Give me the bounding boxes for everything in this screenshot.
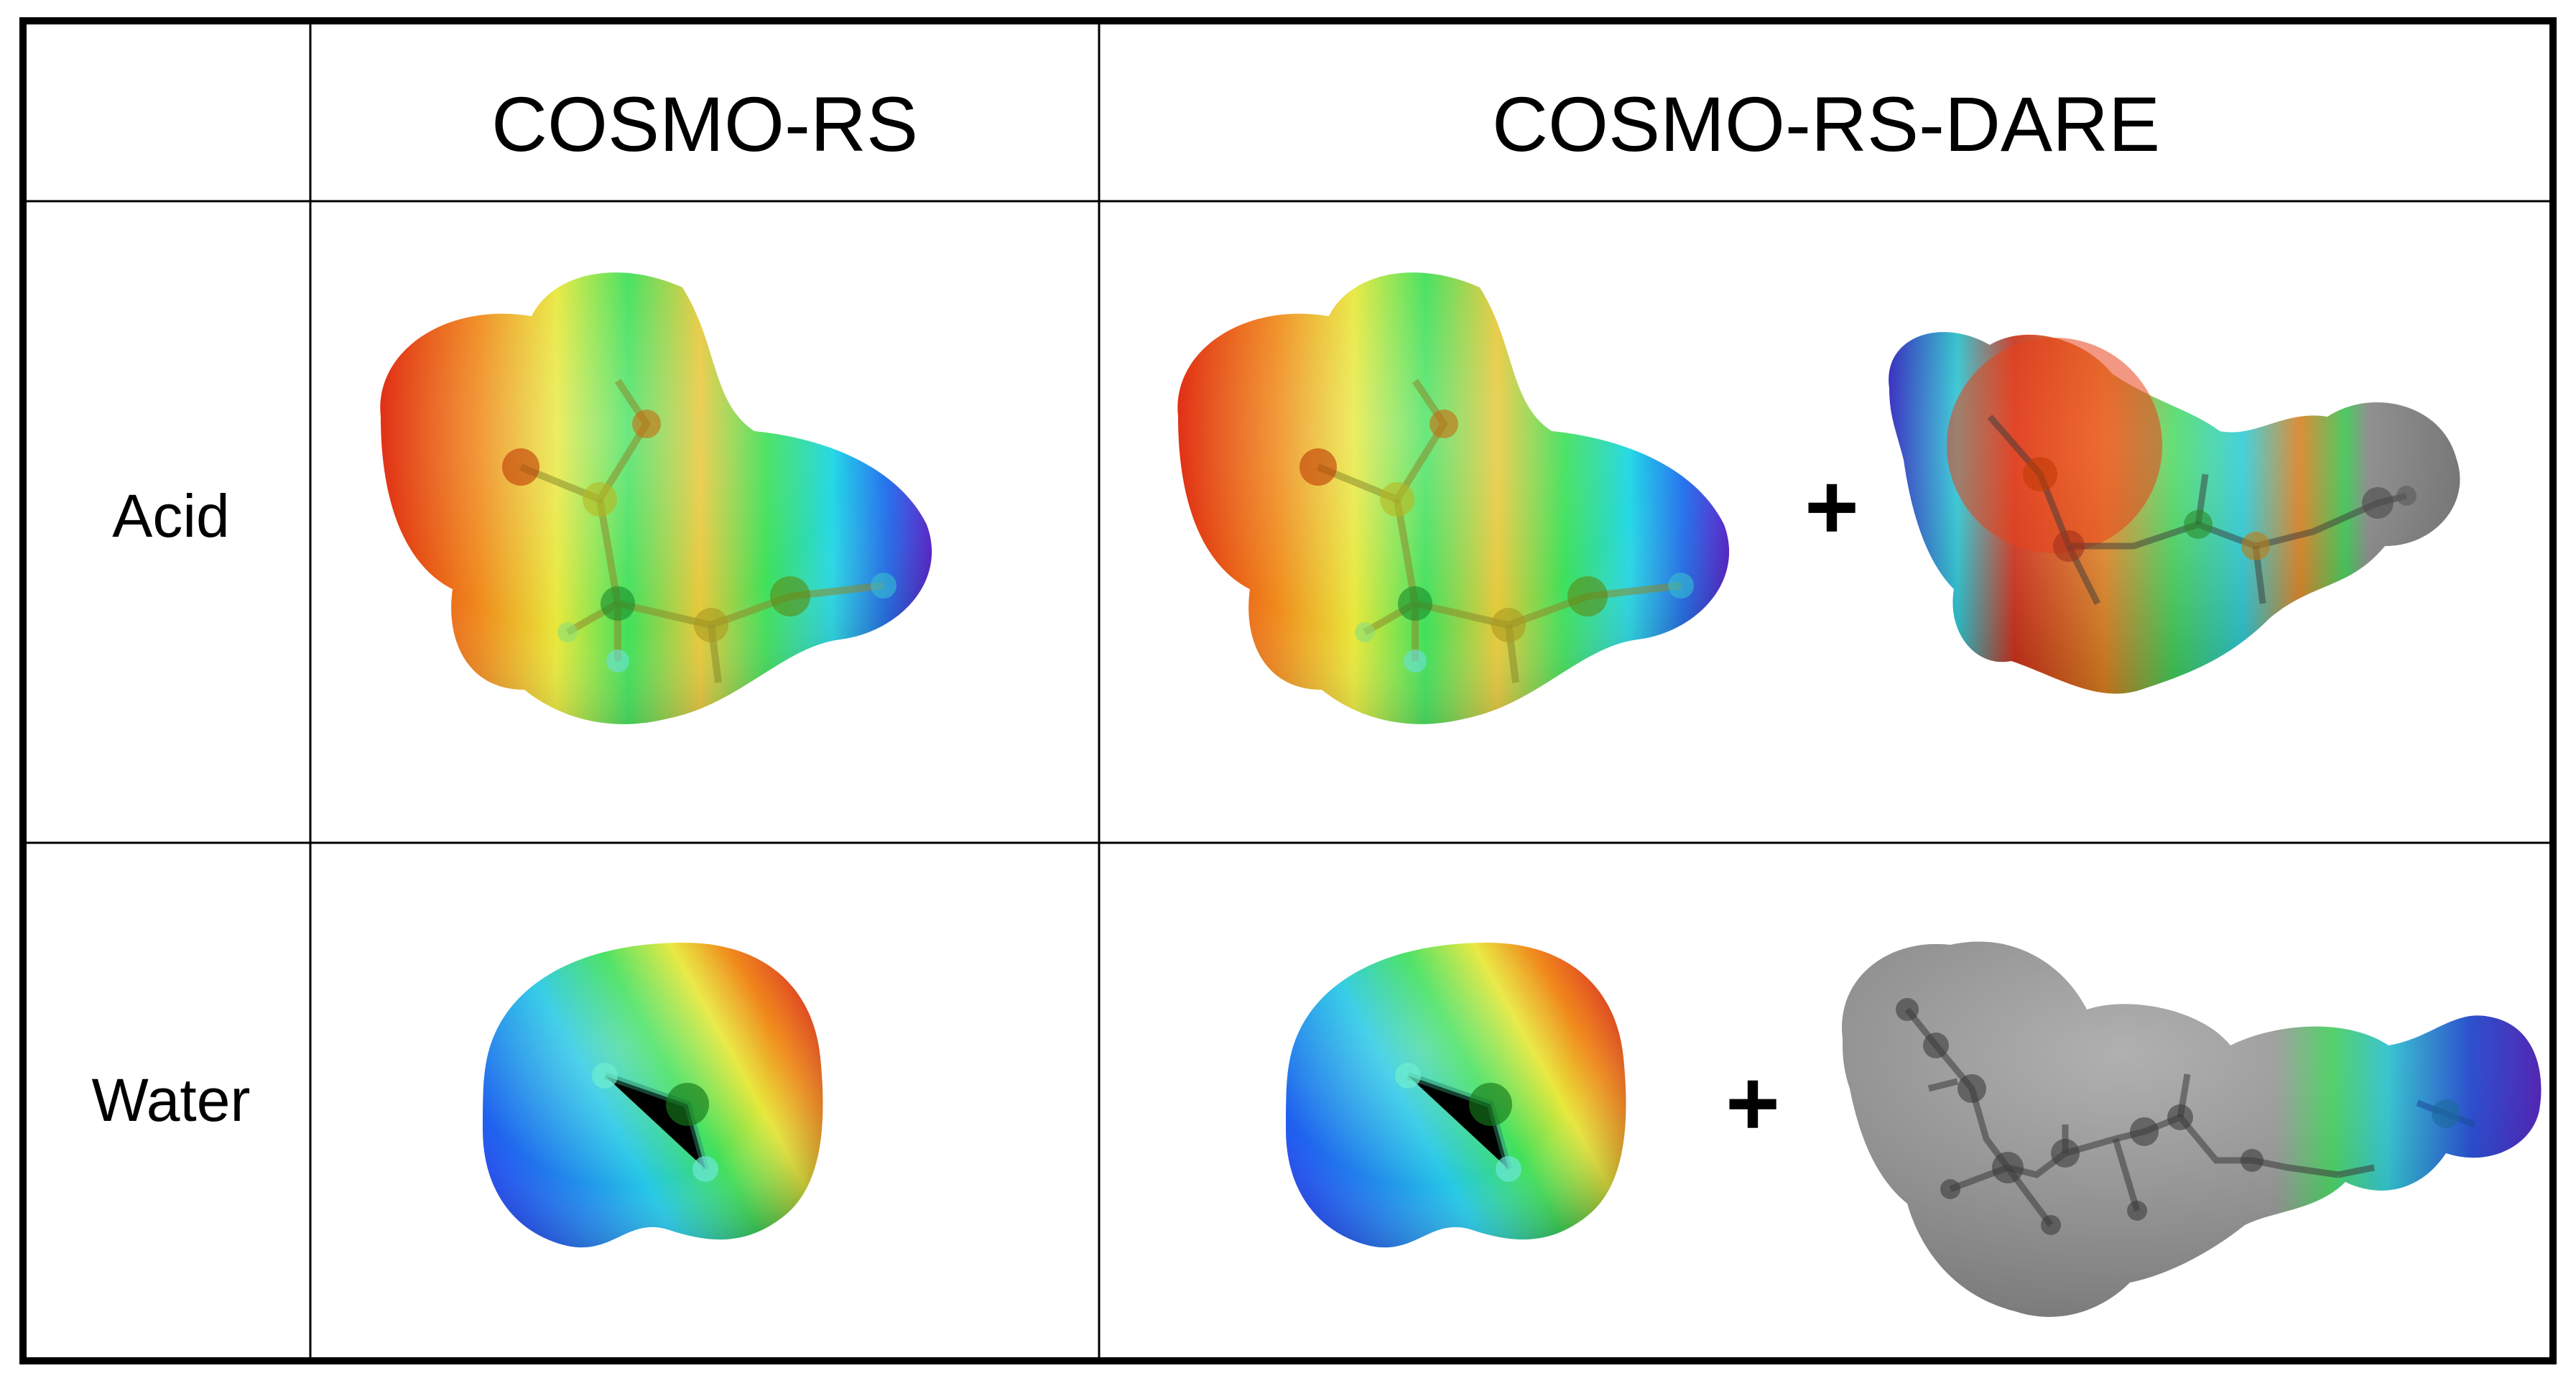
table-outer-border <box>19 17 2557 1364</box>
plus-sign-acid: + <box>1804 454 1859 559</box>
row-label-water: Water <box>92 1066 251 1134</box>
column-header-cosmo-rs-dare: COSMO-RS-DARE <box>1492 80 2160 167</box>
acid-dimer-surface <box>1889 332 2460 694</box>
acid-cosmo-rs-dare-surface <box>1177 272 1729 724</box>
water-cosmo-rs-surface <box>483 943 823 1247</box>
acid-dimer-acidic-lobe <box>1947 338 2162 553</box>
plus-sign-water: + <box>1725 1050 1780 1155</box>
column-header-cosmo-rs: COSMO-RS <box>491 80 918 167</box>
row-label-acid: Acid <box>112 482 229 550</box>
water-dimer-surface <box>1842 941 2542 1317</box>
table-grid <box>19 17 2557 1364</box>
water-cosmo-rs-dare-surface <box>1286 943 1626 1247</box>
acid-cosmo-rs-surface <box>380 272 932 724</box>
